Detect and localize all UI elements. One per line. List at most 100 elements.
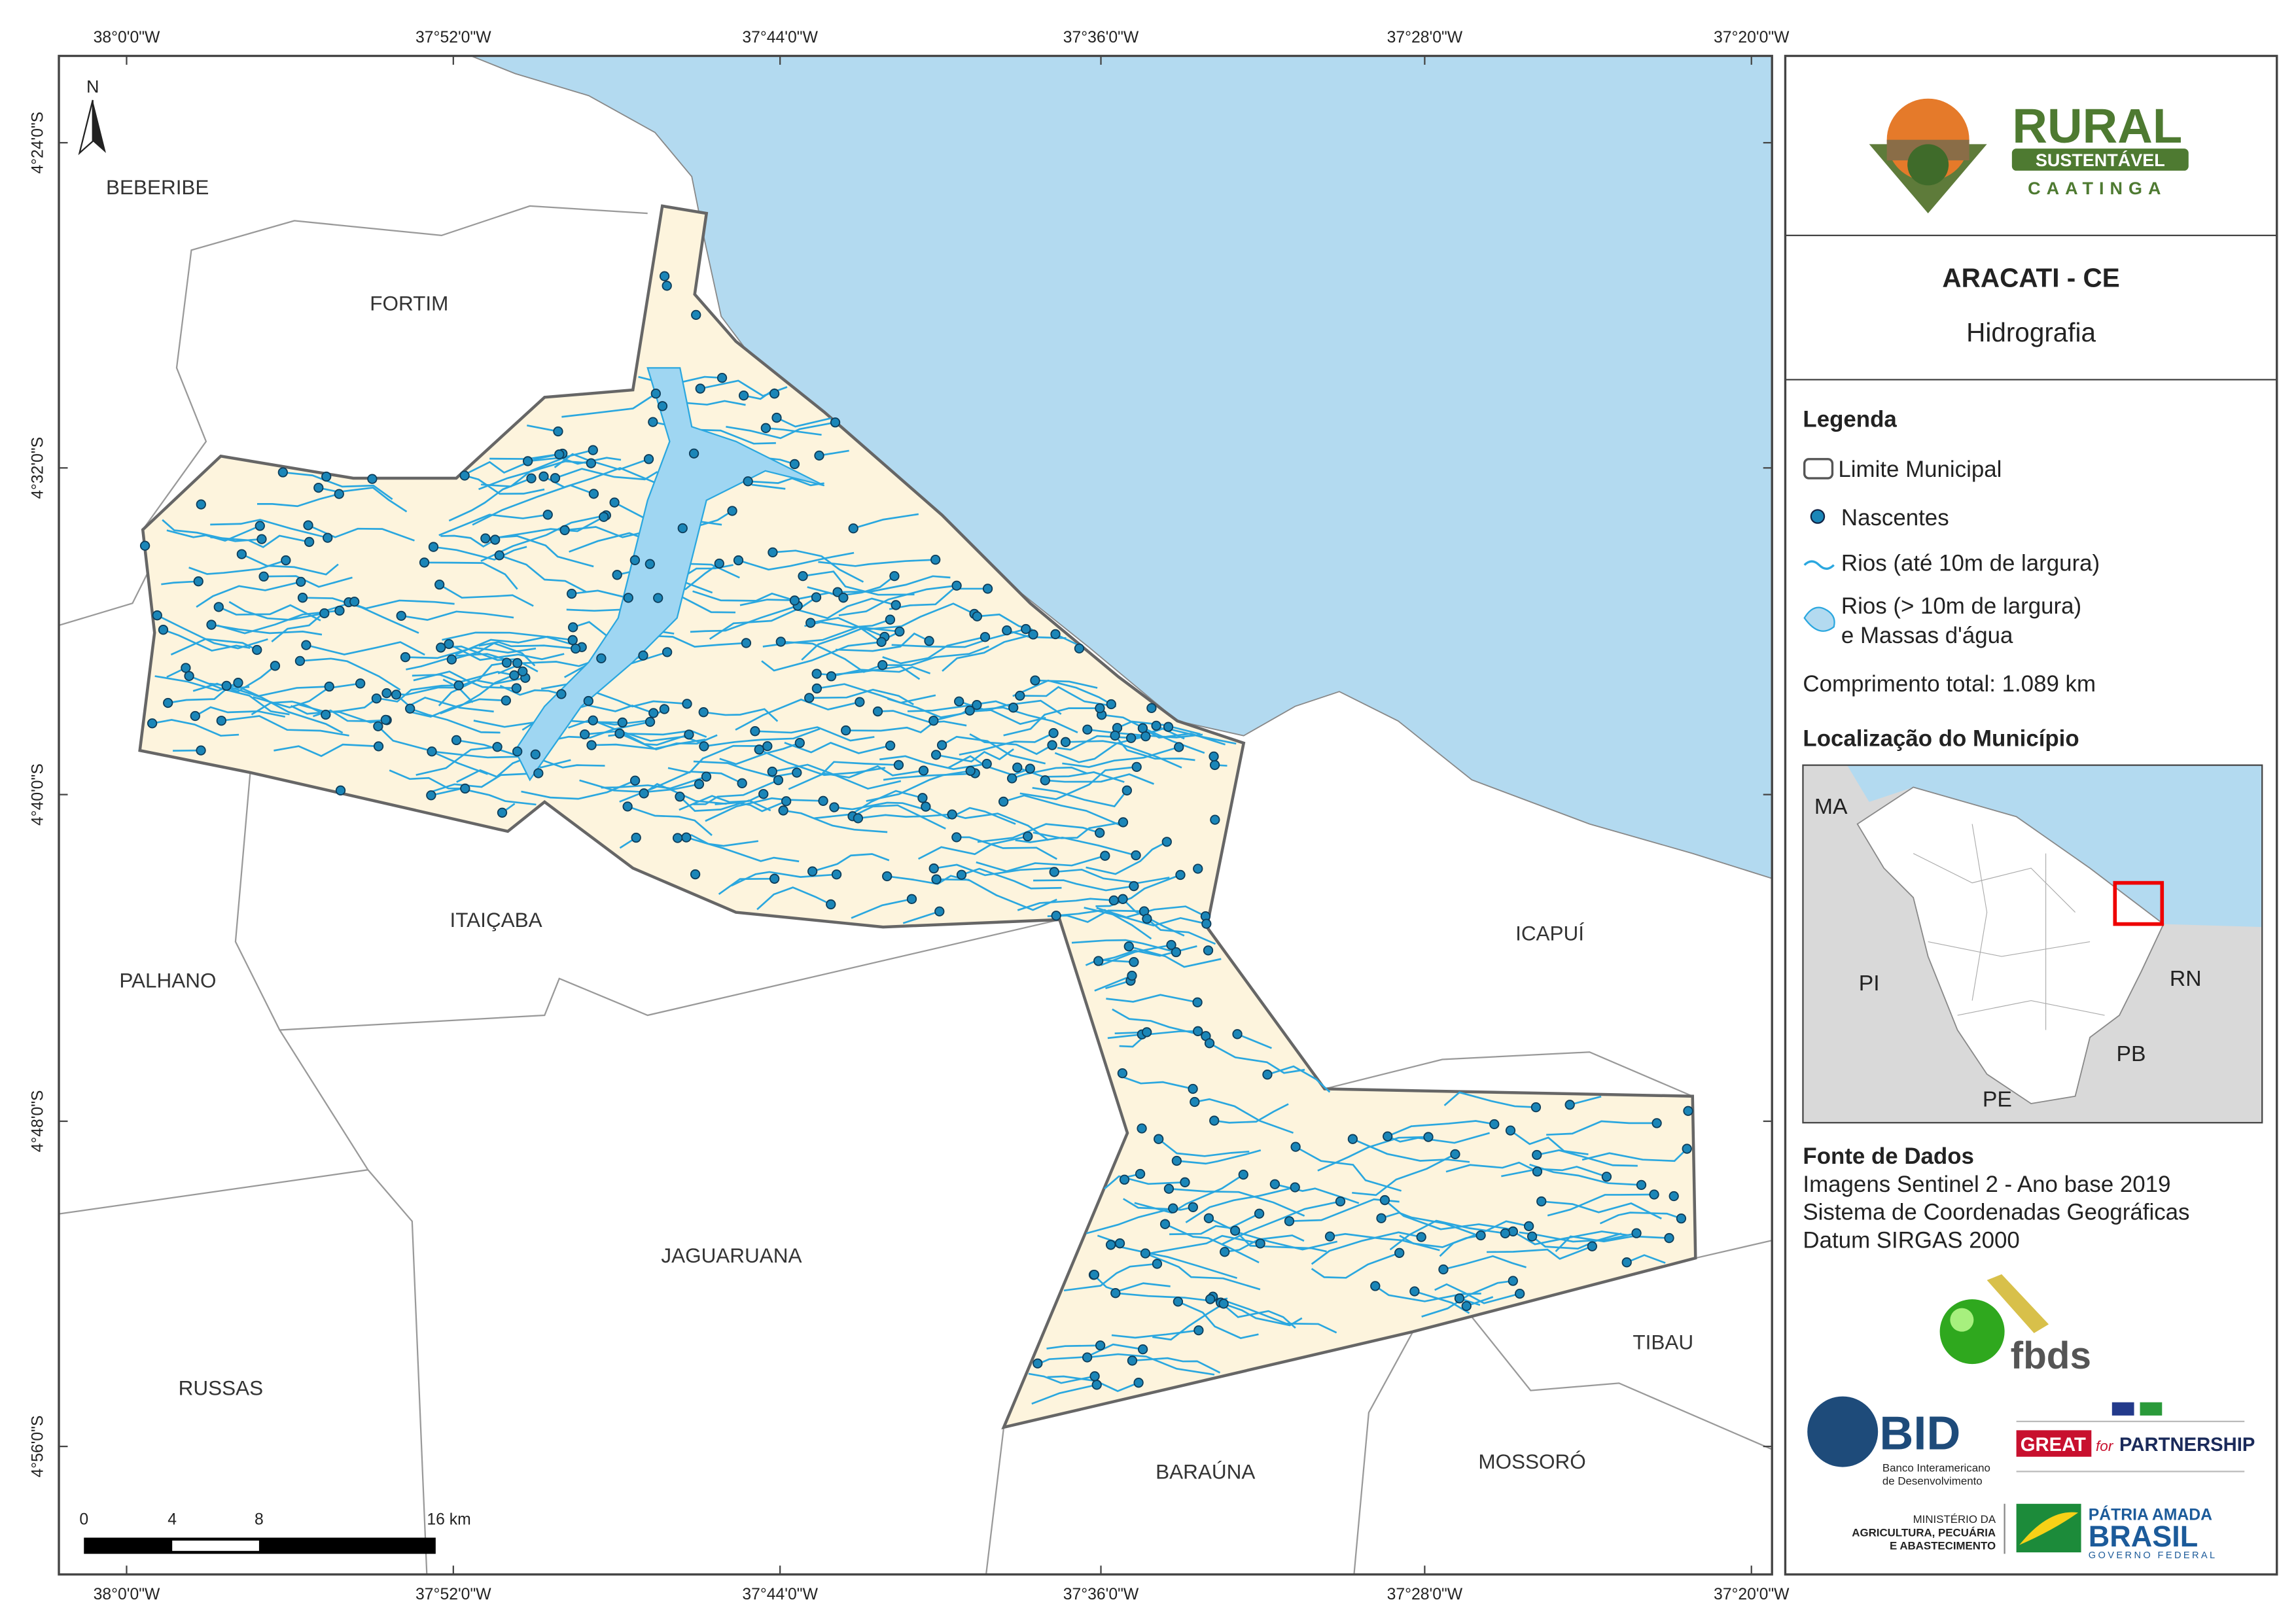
river [1237, 1033, 1272, 1049]
river [1116, 720, 1201, 735]
river [1531, 1232, 1622, 1250]
map-title: ARACATI - CE [1942, 263, 2119, 293]
spring [1161, 837, 1172, 847]
spring [1505, 1125, 1516, 1136]
river [1214, 1103, 1289, 1124]
river [1512, 1230, 1628, 1246]
place-label: JAGUARUANA [661, 1244, 802, 1267]
spring [818, 795, 828, 806]
river [1555, 1235, 1670, 1252]
river [852, 804, 946, 830]
spring [807, 866, 818, 877]
spring [255, 521, 265, 531]
spring [1682, 1143, 1692, 1154]
river [438, 661, 507, 707]
river [1063, 1263, 1157, 1291]
spring [451, 735, 462, 746]
river [395, 693, 494, 713]
spring [1166, 939, 1176, 951]
river [1209, 1042, 1305, 1074]
spring [690, 869, 701, 880]
lat-label: 4°48'0"S [29, 1091, 46, 1153]
river [1128, 945, 1222, 968]
river [645, 635, 747, 648]
spring [1051, 911, 1061, 921]
river [703, 727, 821, 748]
spring [789, 595, 800, 606]
river [1434, 1283, 1521, 1304]
boundary [279, 1029, 369, 1170]
river [601, 775, 707, 790]
spring [645, 716, 656, 727]
river [1112, 1008, 1207, 1038]
spring [428, 542, 439, 552]
river [1032, 786, 1128, 808]
sources-title: Fonte de Dados [1803, 1143, 1973, 1169]
spring [947, 809, 957, 820]
spring [367, 474, 378, 484]
spring [567, 588, 577, 599]
river [679, 793, 764, 811]
spring [1007, 773, 1017, 784]
river [917, 835, 1029, 860]
river [163, 629, 251, 652]
spring [206, 620, 217, 630]
spring [1033, 1358, 1043, 1369]
logo-tree [1907, 144, 1949, 186]
legend-total: Comprimento total: 1.089 km [1803, 671, 2096, 697]
location-title: Localização do Município [1803, 725, 2079, 751]
river [813, 790, 923, 820]
river [1146, 918, 1216, 945]
gov-logos: MINISTÉRIO DA AGRICULTURA, PECUÁRIA E AB… [1852, 1503, 2215, 1561]
springs [139, 271, 1693, 1390]
lon-label: 37°44'0"W [742, 29, 818, 46]
spring [480, 533, 491, 544]
spring [639, 788, 649, 799]
brasil-line: BRASIL [2089, 1520, 2198, 1553]
river [1234, 1230, 1327, 1253]
north-arrow-half [92, 99, 106, 153]
spring [805, 618, 816, 628]
inset-label: MA [1814, 794, 1848, 819]
spring [427, 746, 437, 757]
spring [1048, 727, 1059, 739]
ministry-line: MINISTÉRIO DA [1913, 1513, 1996, 1526]
spring [1192, 997, 1203, 1007]
scale-label: 16 km [427, 1510, 470, 1528]
river [1062, 746, 1180, 768]
boundary [59, 1169, 428, 1575]
spring [1416, 1232, 1426, 1242]
spring [951, 580, 962, 591]
spring [1376, 1213, 1386, 1223]
river [959, 732, 1054, 756]
inset-label: PI [1859, 971, 1880, 996]
spring [789, 459, 800, 470]
spring [296, 576, 306, 587]
river [377, 684, 459, 703]
scale-label: 8 [255, 1510, 264, 1528]
boundary [1695, 1240, 1773, 1259]
spring [954, 696, 964, 707]
spring [811, 669, 822, 679]
source-line: Imagens Sentinel 2 - Ano base 2019 [1803, 1172, 2170, 1197]
river [1071, 939, 1176, 953]
spring [694, 779, 705, 790]
river [1087, 1353, 1215, 1376]
river [431, 788, 537, 806]
spring [1532, 1166, 1543, 1177]
spring [355, 678, 366, 689]
spring [622, 801, 633, 812]
place-label: FORTIM [370, 292, 448, 315]
lon-label: 37°52'0"W [415, 29, 491, 46]
river [424, 561, 518, 590]
legend-item: Nascentes [1841, 505, 1949, 531]
river [499, 554, 587, 593]
spring [1636, 1179, 1647, 1191]
spring [750, 726, 760, 737]
spring [233, 678, 243, 688]
legend-item: Limite Municipal [1838, 457, 2002, 482]
river [228, 601, 325, 621]
river [1095, 874, 1181, 907]
river [407, 698, 506, 718]
location-inset: MA PI RN PB PE [1802, 764, 2263, 1124]
